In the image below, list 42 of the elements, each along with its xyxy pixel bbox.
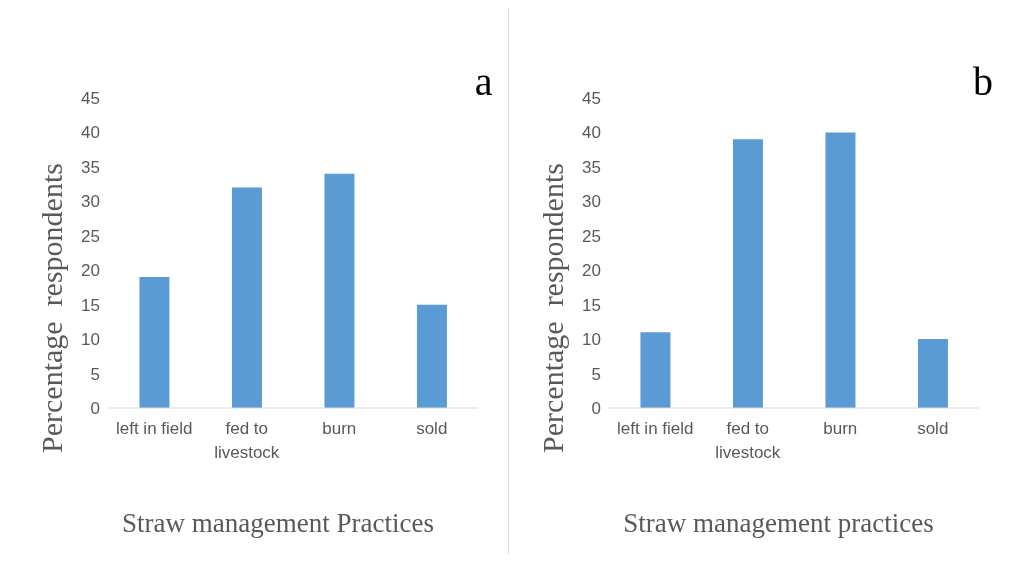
y-tick-label: 35 <box>581 157 601 177</box>
bar <box>324 173 355 408</box>
y-tick-label: 45 <box>81 89 100 109</box>
chart-title: b <box>973 58 993 105</box>
bar <box>416 304 447 408</box>
y-tick-label: 15 <box>81 295 100 315</box>
bar <box>732 139 763 408</box>
y-tick-label: 45 <box>581 89 601 109</box>
bar <box>231 187 262 408</box>
y-tick-label: 5 <box>591 364 601 384</box>
bar <box>139 277 170 408</box>
x-tick-label: left in field <box>616 419 694 438</box>
y-axis-title: Percentage respondents <box>535 163 570 453</box>
y-tick-label: 25 <box>81 226 100 246</box>
y-tick-label: 10 <box>581 330 601 350</box>
x-axis-title: Straw management practices <box>622 508 935 539</box>
y-tick-label: 30 <box>581 192 601 212</box>
y-tick-label: 20 <box>81 261 100 281</box>
x-tick-label: burn <box>322 419 357 438</box>
x-tick-label: left in field <box>115 419 193 438</box>
y-tick-label: 0 <box>90 399 100 419</box>
x-tick-label: sold <box>416 419 448 438</box>
y-tick-label: 40 <box>581 123 601 143</box>
y-tick-label: 10 <box>81 330 100 350</box>
y-tick-label: 0 <box>591 399 601 419</box>
y-tick-label: 40 <box>81 123 100 143</box>
y-axis-title: Percentage respondents <box>35 163 69 453</box>
bar <box>824 132 855 408</box>
y-tick-label: 5 <box>90 364 100 384</box>
y-tick-label: 20 <box>581 261 601 281</box>
bar <box>917 339 948 408</box>
x-tick-label: fed to livestock <box>714 419 781 462</box>
chart-title: a <box>474 58 493 105</box>
y-tick-label: 15 <box>581 295 601 315</box>
y-tick-label: 30 <box>81 192 100 212</box>
x-tick-label: fed to livestock <box>214 419 280 462</box>
bar <box>639 332 670 408</box>
y-tick-label: 25 <box>581 226 601 246</box>
y-tick-label: 35 <box>81 157 100 177</box>
x-tick-label: sold <box>916 419 948 438</box>
x-axis-title: Straw management Practices <box>121 508 435 539</box>
x-tick-label: burn <box>822 419 857 438</box>
